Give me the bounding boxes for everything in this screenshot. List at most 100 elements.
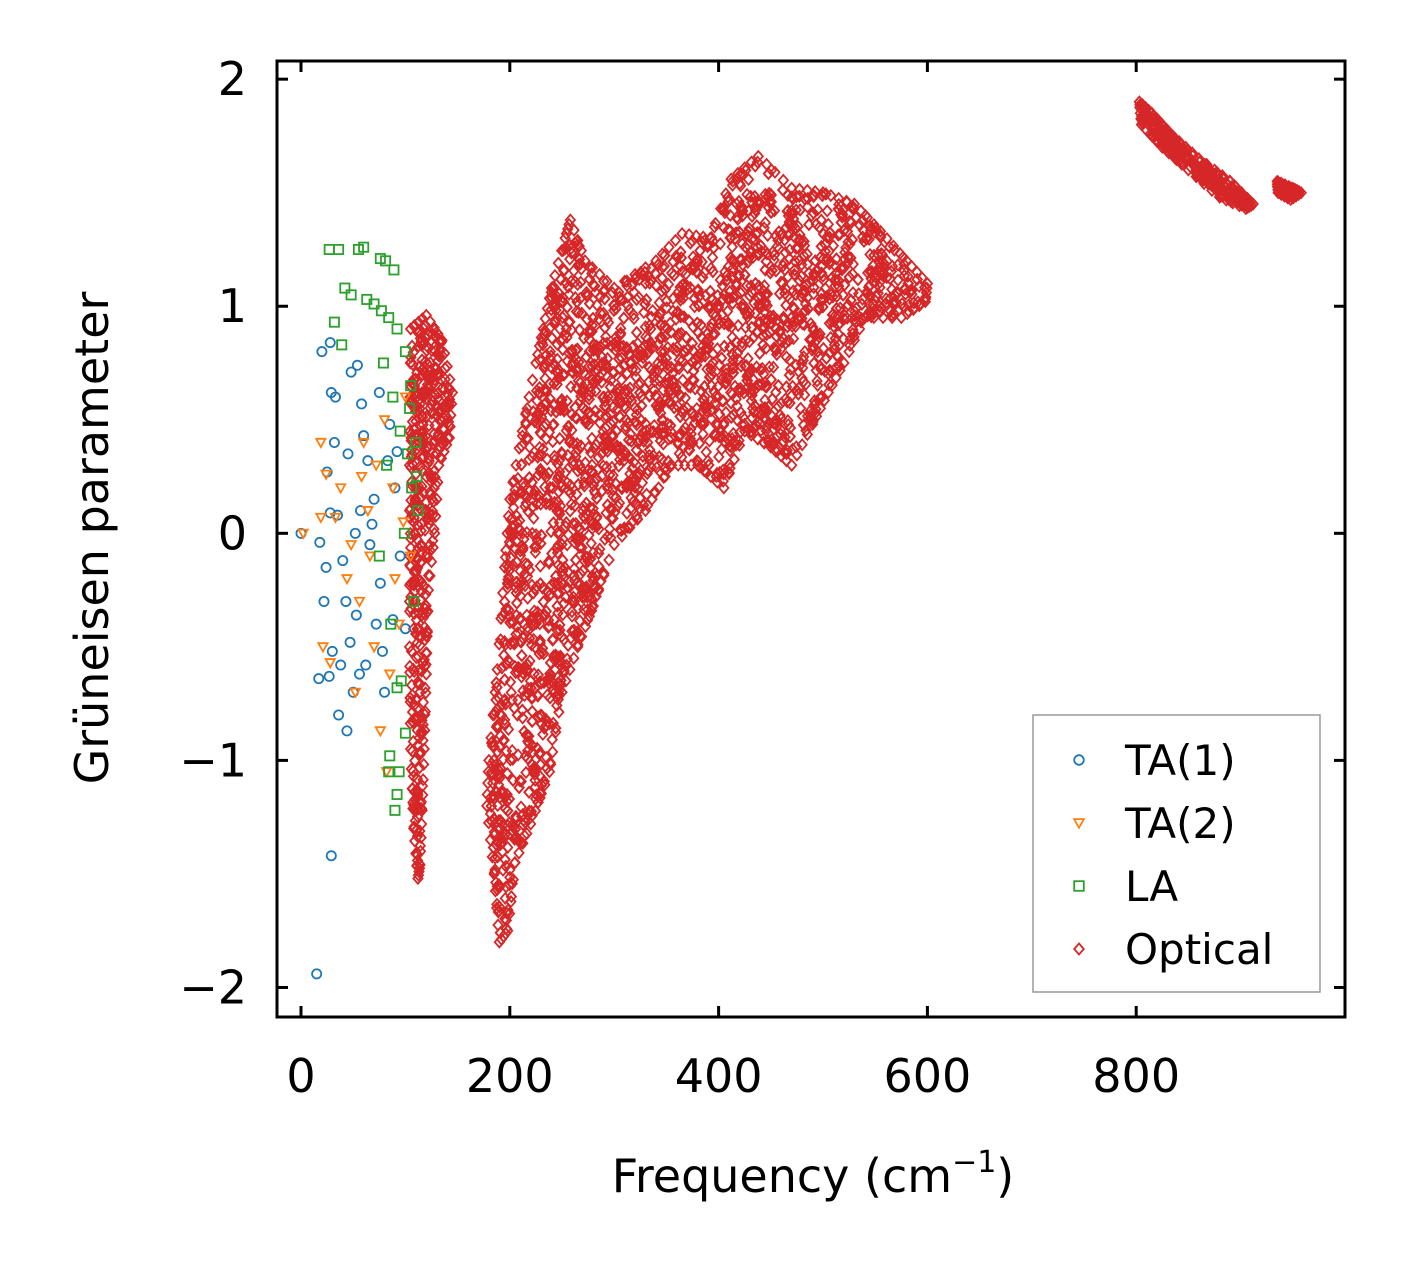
data-point bbox=[523, 390, 535, 404]
data-point bbox=[532, 668, 545, 682]
data-point bbox=[393, 619, 406, 631]
data-point bbox=[412, 649, 425, 664]
data-point bbox=[565, 246, 578, 260]
data-point bbox=[573, 540, 586, 555]
data-point bbox=[497, 863, 509, 877]
data-point bbox=[843, 270, 856, 284]
data-point bbox=[754, 315, 766, 330]
data-point bbox=[732, 212, 744, 227]
data-point bbox=[751, 226, 764, 240]
data-point bbox=[728, 254, 740, 268]
data-point bbox=[838, 252, 851, 266]
data-point bbox=[698, 379, 711, 394]
data-point bbox=[599, 330, 612, 344]
data-point bbox=[755, 239, 767, 253]
data-point bbox=[753, 279, 765, 293]
data-point bbox=[1204, 177, 1216, 191]
data-point bbox=[870, 289, 883, 304]
data-point bbox=[341, 725, 353, 737]
data-point bbox=[636, 449, 649, 463]
data-point bbox=[659, 376, 671, 390]
data-point bbox=[406, 744, 419, 758]
data-point bbox=[621, 366, 633, 381]
data-point bbox=[668, 268, 680, 282]
data-point bbox=[1215, 189, 1227, 203]
data-point bbox=[809, 254, 822, 268]
data-point bbox=[415, 830, 427, 845]
data-point bbox=[563, 287, 575, 302]
data-point bbox=[1194, 169, 1206, 184]
data-point bbox=[692, 325, 705, 340]
data-point bbox=[730, 279, 743, 293]
data-point bbox=[718, 220, 730, 235]
data-point bbox=[731, 268, 744, 283]
data-point bbox=[534, 634, 546, 648]
data-point bbox=[1223, 174, 1236, 188]
data-point bbox=[1223, 190, 1236, 204]
data-point bbox=[843, 344, 855, 359]
data-point bbox=[832, 228, 845, 242]
data-point bbox=[391, 446, 403, 458]
data-point bbox=[542, 466, 555, 480]
data-point bbox=[555, 673, 567, 688]
data-point bbox=[314, 437, 327, 449]
data-point bbox=[335, 659, 347, 671]
data-point bbox=[577, 380, 590, 394]
data-point bbox=[738, 161, 751, 175]
data-point bbox=[688, 261, 701, 275]
data-point bbox=[675, 251, 688, 265]
tick-labels: 0 200 400 600 800 2 1 0 −1 −2 bbox=[179, 52, 1180, 1103]
data-point bbox=[755, 402, 767, 417]
data-point bbox=[658, 319, 671, 333]
data-point bbox=[531, 605, 544, 619]
data-point bbox=[553, 431, 566, 446]
data-point bbox=[514, 634, 527, 648]
data-point bbox=[861, 309, 874, 323]
data-point bbox=[654, 400, 666, 414]
data-point bbox=[534, 536, 547, 551]
data-point bbox=[409, 527, 422, 542]
data-point bbox=[747, 421, 760, 435]
data-point bbox=[607, 483, 619, 497]
data-point bbox=[749, 159, 762, 173]
data-point bbox=[793, 189, 806, 203]
data-point bbox=[533, 353, 546, 367]
data-point bbox=[636, 476, 649, 490]
data-point bbox=[804, 412, 817, 427]
data-point bbox=[699, 349, 711, 363]
data-point bbox=[887, 239, 900, 253]
data-point bbox=[555, 446, 568, 460]
data-point bbox=[892, 258, 904, 272]
data-point bbox=[569, 275, 581, 289]
data-point bbox=[786, 207, 799, 221]
data-point bbox=[599, 394, 611, 408]
data-point bbox=[827, 290, 839, 304]
data-point bbox=[807, 273, 819, 288]
data-point bbox=[573, 252, 586, 267]
data-point bbox=[410, 428, 422, 442]
data-point bbox=[540, 348, 553, 362]
data-point bbox=[601, 529, 614, 544]
data-point bbox=[501, 906, 513, 920]
data-point bbox=[656, 330, 668, 345]
data-point bbox=[656, 412, 669, 427]
data-point bbox=[523, 785, 535, 799]
data-point bbox=[627, 307, 640, 322]
data-point bbox=[743, 335, 756, 349]
data-point bbox=[752, 149, 765, 164]
data-point bbox=[552, 362, 564, 376]
data-point bbox=[420, 657, 432, 672]
data-point bbox=[577, 582, 589, 597]
data-point bbox=[734, 179, 747, 193]
data-point bbox=[367, 642, 381, 654]
data-point bbox=[737, 297, 749, 312]
data-point bbox=[595, 340, 607, 354]
data-point bbox=[720, 367, 732, 381]
data-point bbox=[316, 642, 330, 654]
data-point bbox=[720, 375, 732, 389]
data-point bbox=[717, 201, 729, 216]
data-point bbox=[808, 394, 821, 408]
data-point bbox=[626, 278, 639, 292]
data-point bbox=[837, 203, 849, 217]
data-point bbox=[780, 298, 792, 312]
